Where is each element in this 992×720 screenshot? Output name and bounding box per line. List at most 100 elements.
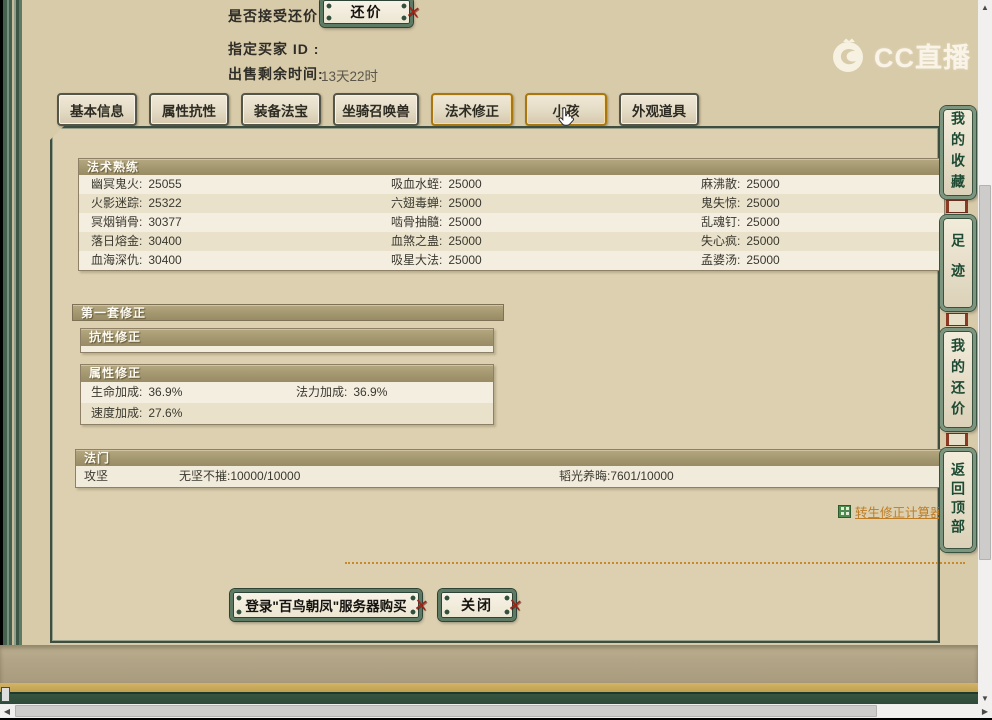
tab-bar: 基本信息 属性抗性 装备法宝 坐骑召唤兽 法术修正 小孩 外观道具 — [57, 93, 699, 126]
spell-name: 冥烟销骨: — [91, 215, 143, 229]
tab-appearance-items[interactable]: 外观道具 — [619, 93, 699, 126]
close-button[interactable]: 关闭 — [438, 589, 516, 621]
spell-row: 落日熔金: 30400 血煞之蛊: 25000 失心疯: 25000 — [79, 232, 944, 251]
scroll-left-arrow[interactable]: ◀ — [0, 704, 14, 718]
scroll-bottom-gold-stripe — [0, 683, 978, 692]
attr-entry: 速度加成: 27.6% — [91, 403, 296, 424]
spell-value: 25000 — [746, 215, 780, 229]
pin-cross-icon: ✕ — [404, 2, 422, 23]
attr-correction-title: 属性修正 — [81, 365, 493, 382]
spell-entry: 失心疯: 25000 — [701, 232, 944, 251]
spell-name: 血海深仇: — [91, 253, 143, 267]
spell-name: 乱魂钉: — [701, 215, 741, 229]
spell-name: 啮骨抽髓: — [391, 215, 443, 229]
spell-name: 吸血水蛭: — [391, 177, 443, 191]
sidebar-my-favorites[interactable]: 我的收藏 — [940, 106, 976, 199]
calculator-icon — [838, 505, 851, 518]
scroll-right-arrow[interactable]: ▶ — [978, 704, 992, 718]
sidebar-tie — [946, 314, 968, 325]
accept-counter-label: 是否接受还价: — [228, 8, 324, 24]
famen-value-2: 韬光养晦:7601/10000 — [559, 469, 674, 483]
login-buy-button[interactable]: 登录"百鸟朝凤"服务器购买 — [230, 589, 422, 621]
attr-entry: 生命加成: 36.9% — [91, 382, 296, 403]
spell-value: 25000 — [746, 253, 780, 267]
attr-value: 36.9% — [353, 385, 388, 399]
close-button-label: 关闭 — [461, 597, 493, 613]
tab-appearance-items-label: 外观道具 — [632, 103, 686, 119]
counter-offer-button[interactable]: 还价 — [320, 0, 413, 27]
tab-equip-treasure[interactable]: 装备法宝 — [241, 93, 321, 126]
spell-entry: 冥烟销骨: 30377 — [91, 213, 391, 232]
sidebar-tie — [946, 201, 968, 212]
tab-basic-info[interactable]: 基本信息 — [57, 93, 137, 126]
famen-section: 法门 攻坚 无坚不摧:10000/10000 韬光养晦:7601/10000 — [75, 449, 945, 488]
spell-name: 幽冥鬼火: — [91, 177, 143, 191]
horizontal-scrollbar-thumb[interactable] — [15, 705, 877, 717]
tab-attr-resist[interactable]: 属性抗性 — [149, 93, 229, 126]
tab-mount-summon[interactable]: 坐骑召唤兽 — [333, 93, 419, 126]
spell-name: 血煞之蛊: — [391, 234, 443, 248]
cc-live-logo-text: CC直播 — [874, 43, 971, 73]
spell-entry: 六翅毒蝉: 25000 — [391, 194, 701, 213]
attr-name: 生命加成: — [91, 385, 143, 399]
famen-title: 法门 — [76, 450, 944, 466]
spell-entry: 幽冥鬼火: 25055 — [91, 175, 391, 194]
spell-name: 火影迷踪: — [91, 196, 143, 210]
spell-value: 25000 — [746, 196, 780, 210]
spell-value: 25000 — [448, 215, 482, 229]
spell-proficiency-section: 法术熟练 幽冥鬼火: 25055 吸血水蛭: 25000 麻沸散: 25000 火影迷… — [78, 158, 945, 271]
sidebar-footprints[interactable]: 足迹 — [940, 215, 976, 311]
attr-entry: 法力加成: 36.9% — [296, 382, 493, 403]
scroll-up-arrow[interactable]: ▲ — [978, 0, 992, 14]
spell-entry: 啮骨抽髓: 25000 — [391, 213, 701, 232]
sidebar-back-to-top-label: 返回顶部 — [950, 462, 966, 538]
tab-mount-summon-label: 坐骑召唤兽 — [342, 103, 410, 119]
spell-value: 25000 — [746, 234, 780, 248]
login-buy-button-label: 登录"百鸟朝凤"服务器购买 — [245, 599, 407, 614]
tab-attr-resist-label: 属性抗性 — [162, 103, 216, 119]
remain-time-label: 出售剩余时间: — [228, 66, 324, 82]
cc-live-logo: CC直播 — [830, 36, 971, 75]
spell-proficiency-title: 法术熟练 — [79, 159, 944, 175]
tab-spell-correction[interactable]: 法术修正 — [431, 93, 513, 126]
vertical-scrollbar-thumb[interactable] — [979, 185, 991, 560]
scroll-left-border — [0, 0, 22, 690]
resist-correction-section: 抗性修正 — [80, 328, 494, 353]
reincarnation-calculator-link[interactable]: 转生修正计算器 — [838, 502, 943, 521]
spell-value: 30400 — [148, 234, 182, 248]
pin-cross-icon: ✕ — [506, 595, 524, 616]
pin-cross-icon: ✕ — [412, 595, 430, 616]
spell-value: 30377 — [148, 215, 182, 229]
spell-value: 25000 — [448, 196, 482, 210]
spell-value: 25000 — [448, 253, 482, 267]
scroll-down-arrow[interactable]: ▼ — [978, 691, 992, 705]
attr-correction-section: 属性修正 生命加成: 36.9% 法力加成: 36.9% 速度加成: 27.6% — [80, 364, 494, 425]
spell-value: 25000 — [448, 177, 482, 191]
sidebar-my-favorites-label: 我的收藏 — [950, 110, 966, 195]
spell-entry: 麻沸散: 25000 — [701, 175, 944, 194]
spell-value: 25322 — [148, 196, 182, 210]
tab-equip-treasure-label: 装备法宝 — [254, 103, 308, 119]
tab-child[interactable]: 小孩 — [525, 93, 607, 126]
spell-entry: 血海深仇: 30400 — [91, 251, 391, 270]
scroll-bottom-parchment — [0, 645, 978, 683]
spell-entry: 孟婆汤: 25000 — [701, 251, 944, 270]
attr-name: 法力加成: — [296, 385, 348, 399]
spell-entry: 乱魂钉: 25000 — [701, 213, 944, 232]
spell-name: 吸星大法: — [391, 253, 443, 267]
spell-value: 25000 — [746, 177, 780, 191]
spell-value: 25055 — [148, 177, 182, 191]
screen-bottom-edge — [0, 718, 992, 720]
cc-live-logo-icon — [833, 38, 863, 72]
sidebar-tie — [946, 434, 968, 445]
tab-basic-info-label: 基本信息 — [70, 103, 124, 119]
sidebar-my-counter-offers[interactable]: 我的还价 — [940, 328, 976, 431]
attr-value: 27.6% — [148, 406, 183, 420]
attr-name: 速度加成: — [91, 406, 143, 420]
spell-name: 六翅毒蝉: — [391, 196, 443, 210]
sidebar-back-to-top[interactable]: 返回顶部 — [940, 448, 976, 552]
spell-name: 失心疯: — [701, 234, 741, 248]
sidebar-my-counter-offers-label: 我的还价 — [950, 337, 966, 422]
attr-row: 速度加成: 27.6% — [81, 403, 493, 424]
attr-entry — [296, 403, 493, 424]
